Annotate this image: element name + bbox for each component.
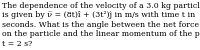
Text: t = 2 s?: t = 2 s? [2,40,33,48]
Text: The dependence of the velocity of a 3.0 kg particle on time: The dependence of the velocity of a 3.0 … [2,2,200,10]
Text: is given by ν̅ = (8t)î + (3t²)ĵ in m/s with time t in: is given by ν̅ = (8t)î + (3t²)ĵ in m/s w… [2,11,196,19]
Text: on the particle and the linear momentum of the particle at: on the particle and the linear momentum … [2,30,200,38]
Text: seconds. What is the angle between the net force F̅ acting: seconds. What is the angle between the n… [2,21,200,29]
